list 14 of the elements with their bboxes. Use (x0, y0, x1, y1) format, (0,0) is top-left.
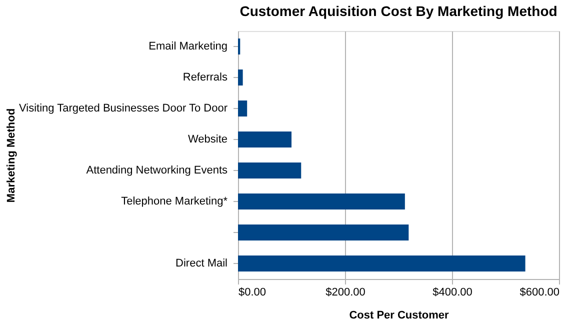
y-tick-label: Direct Mail (176, 258, 228, 270)
y-tick-label: Email Marketing (148, 40, 228, 52)
y-tick-label: Website (188, 134, 228, 146)
y-axis-title: Marketing Method (6, 108, 18, 203)
x-tick-label: $0.00 (238, 286, 266, 298)
x-tick-label: $600.00 (520, 286, 560, 298)
y-tick-label: Attending Networking Events (86, 164, 228, 176)
x-axis-title: Cost Per Customer (349, 310, 450, 322)
y-tick-label: Referrals (182, 72, 228, 84)
x-tick-label: $200.00 (326, 286, 366, 298)
chart-title: Customer Aquisition Cost By Marketing Method (240, 3, 558, 19)
y-tick-label: Telephone Marketing* (121, 196, 228, 208)
y-tick-label: Visiting Targeted Businesses Door To Door (18, 102, 228, 114)
x-tick-label: $400.00 (432, 286, 472, 298)
